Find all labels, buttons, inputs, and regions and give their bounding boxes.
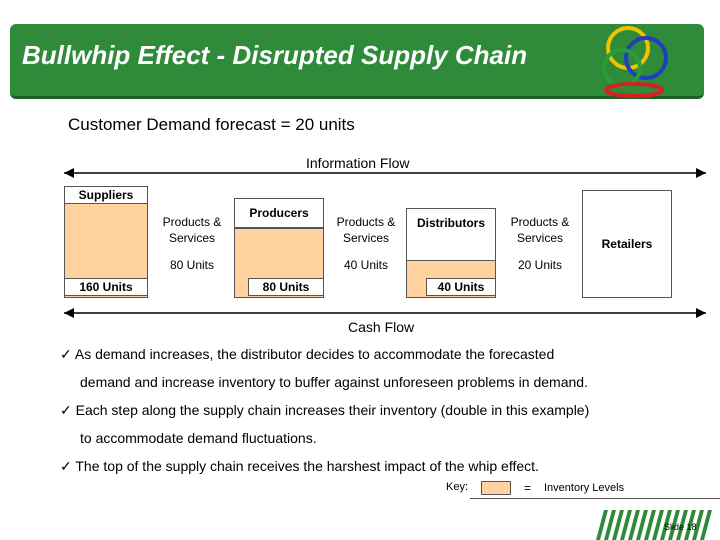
suppliers-units: 160 Units	[64, 278, 148, 296]
cash-flow-arrow	[64, 308, 706, 318]
link-3-units: 20 Units	[517, 258, 563, 272]
key-equals: =	[524, 481, 532, 495]
link-3-label-line2: Services	[516, 231, 563, 245]
link-1-units: 80 Units	[169, 258, 215, 272]
footer-divider	[470, 498, 720, 499]
slide-title: Bullwhip Effect - Disrupted Supply Chain	[22, 40, 528, 70]
bullet-1: ✓ As demand increases, the distributor d…	[60, 346, 555, 362]
distributors-units: 40 Units	[426, 278, 496, 296]
link-1-label-line2: Services	[168, 231, 215, 245]
key-label: Key:	[446, 481, 469, 493]
bullet-3: ✓ The top of the supply chain receives t…	[60, 458, 539, 474]
link-1-label-line1: Products &	[162, 215, 222, 229]
key-inventory-swatch	[481, 481, 511, 495]
bullet-2: ✓ Each step along the supply chain incre…	[60, 402, 590, 418]
link-2-label-line1: Products &	[336, 215, 396, 229]
producers-units: 80 Units	[248, 278, 324, 296]
link-2-units: 40 Units	[343, 258, 389, 272]
retailers-box	[582, 190, 672, 298]
key-meaning: Inventory Levels	[544, 482, 625, 494]
cash-flow-label: Cash Flow	[348, 319, 415, 335]
checkmark-icon: ✓	[60, 402, 72, 418]
title-banner	[10, 24, 704, 99]
information-flow-label: Information Flow	[306, 155, 410, 171]
forecast-text: Customer Demand forecast = 20 units	[68, 115, 355, 134]
information-flow-arrow	[64, 168, 706, 178]
retailers-label: Retailers	[601, 237, 653, 251]
distributors-label: Distributors	[406, 208, 496, 260]
checkmark-icon: ✓	[60, 346, 72, 362]
producers-label: Producers	[234, 198, 324, 228]
company-logo-icon	[596, 510, 712, 540]
checkmark-icon: ✓	[60, 458, 72, 474]
slide-number: Slide 18	[664, 522, 697, 532]
bullet-2-continued: to accommodate demand fluctuations.	[80, 430, 317, 446]
suppliers-label: Suppliers	[64, 186, 148, 204]
link-2-label-line2: Services	[342, 231, 389, 245]
rings-logo-icon	[602, 26, 668, 98]
link-3-label-line1: Products &	[510, 215, 570, 229]
bullet-1-continued: demand and increase inventory to buffer …	[80, 374, 588, 390]
